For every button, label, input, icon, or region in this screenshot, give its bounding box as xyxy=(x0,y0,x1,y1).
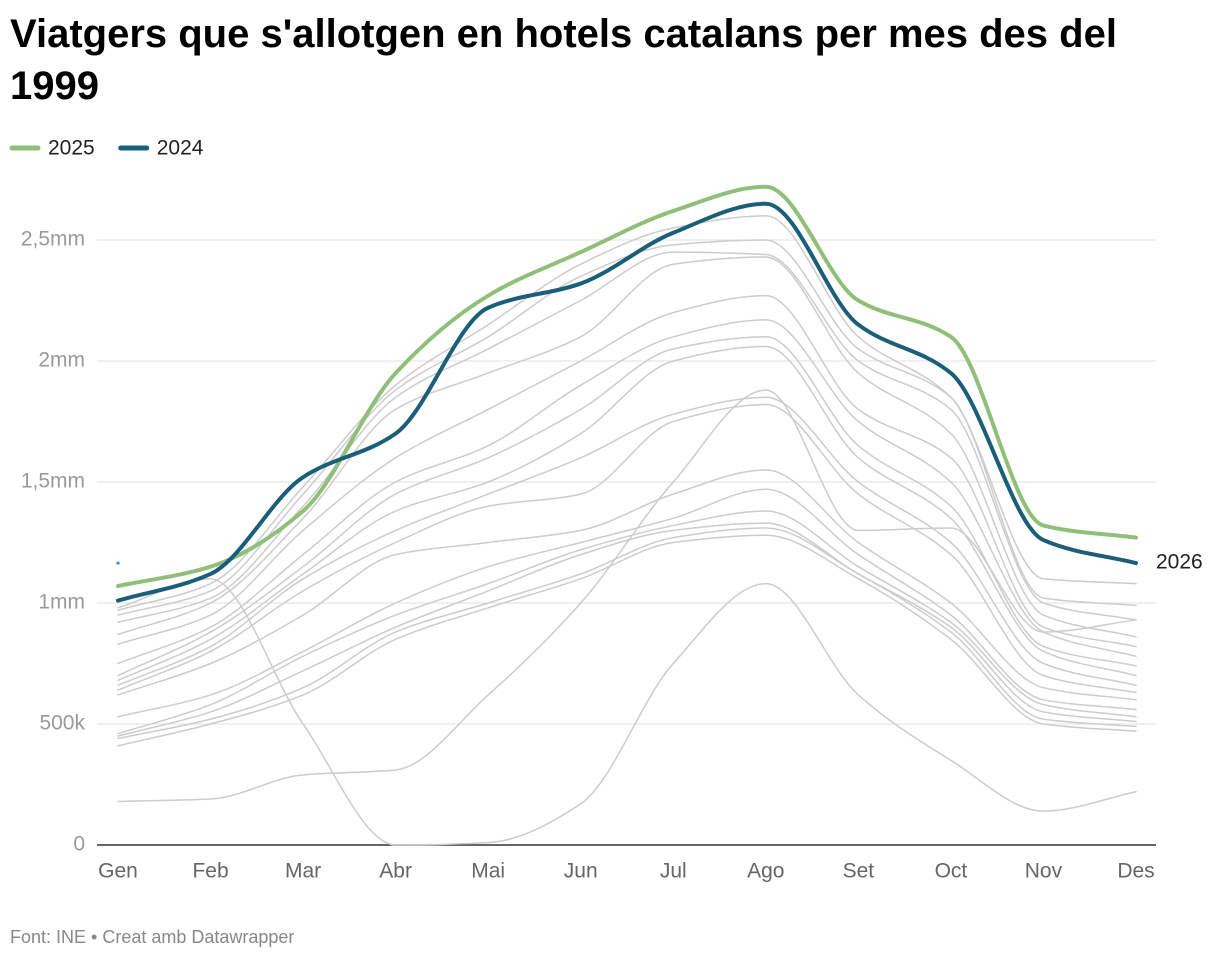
line xyxy=(117,403,1137,694)
x-tick-label: Feb xyxy=(192,860,228,883)
line xyxy=(117,527,1137,740)
x-tick-label: Jun xyxy=(564,860,598,883)
line xyxy=(116,201,1138,603)
y-tick-label: 1mm xyxy=(38,591,85,614)
line xyxy=(117,345,1137,682)
y-tick-label: 2mm xyxy=(38,349,85,372)
y-tick-label: 1,5mm xyxy=(21,470,85,493)
x-tick-label: Oct xyxy=(935,860,968,883)
x-tick-label: Mar xyxy=(285,860,321,883)
x-tick-label: Set xyxy=(843,860,875,883)
line xyxy=(117,396,1137,687)
legend-label: 2025 xyxy=(48,137,95,160)
y-tick-label: 2,5mm xyxy=(21,228,85,251)
line xyxy=(117,488,1137,718)
x-tick-label: Ago xyxy=(747,860,784,883)
y-tick-label: 500k xyxy=(39,712,85,735)
line xyxy=(117,469,1137,701)
point xyxy=(116,561,120,565)
chart-title: Viatgers que s'allotgen en hotels catala… xyxy=(10,12,1117,108)
line xyxy=(117,251,1137,624)
end-label: 2026 xyxy=(1156,551,1203,574)
y-tick-label: 0 xyxy=(73,833,85,856)
line xyxy=(117,336,1137,677)
line xyxy=(117,215,1137,612)
line xyxy=(116,184,1138,589)
x-tick-label: Abr xyxy=(379,860,412,883)
line xyxy=(117,294,1137,648)
line xyxy=(117,534,1137,747)
x-tick-label: Nov xyxy=(1025,860,1063,883)
x-tick-label: Jul xyxy=(660,860,687,883)
line xyxy=(117,578,1137,846)
legend-label: 2024 xyxy=(157,137,204,160)
line xyxy=(117,319,1137,665)
x-tick-label: Mai xyxy=(471,860,505,883)
line xyxy=(117,522,1137,737)
x-tick-label: Gen xyxy=(98,860,138,883)
x-tick-label: Des xyxy=(1117,860,1154,883)
line xyxy=(117,256,1137,638)
source: Font: INE • Creat amb Datawrapper xyxy=(10,927,294,947)
line xyxy=(117,510,1137,735)
